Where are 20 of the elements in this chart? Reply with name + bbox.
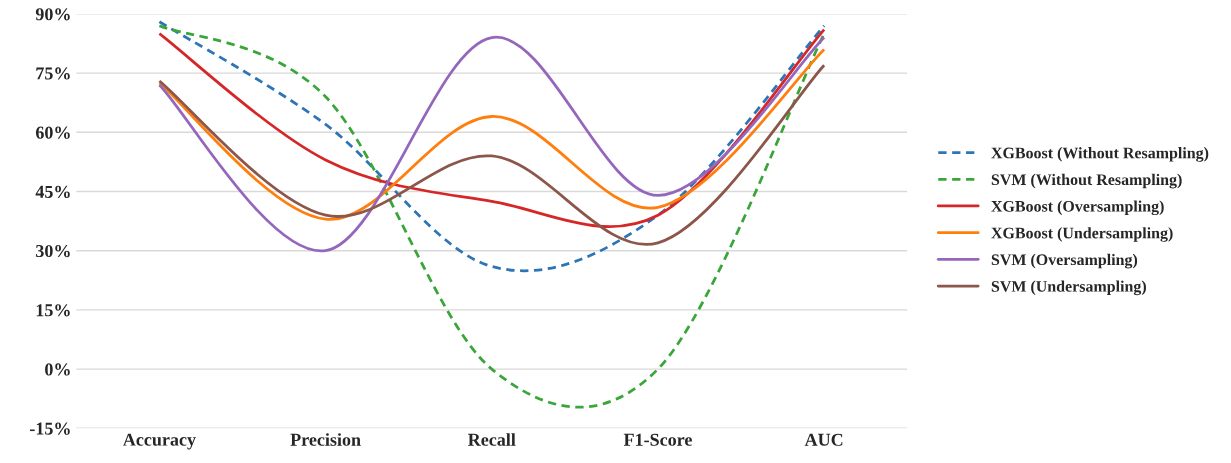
legend-label: SVM (Without Resampling) [991, 173, 1182, 189]
y-tick-label: 45% [35, 185, 70, 198]
y-tick-label: 30% [36, 244, 70, 258]
legend-label: XGBoost (Without Resampling) [991, 147, 1209, 162]
line-series [158, 63, 826, 246]
y-tick-label: 15% [36, 304, 70, 317]
legend-label: SVM (Oversampling) [991, 253, 1138, 269]
x-tick-label: Recall [468, 433, 516, 446]
y-tick-label: 75% [36, 67, 70, 80]
x-tick-label: Accuracy [122, 433, 196, 450]
legend-label: XGBoost (Oversampling) [991, 200, 1164, 216]
x-tick-label: AUC [804, 433, 843, 446]
legend-label: SVM (Undersampling) [991, 280, 1146, 296]
x-tick-label: Precision [290, 433, 361, 446]
legend-label: XGBoost (Undersampling) [991, 227, 1173, 242]
y-tick-label: 60% [35, 126, 70, 139]
x-tick-label: F1-Score [623, 433, 692, 446]
y-tick-label: 0% [45, 363, 70, 376]
y-tick-label: 90% [35, 8, 70, 21]
y-tick-label: -15% [30, 422, 70, 435]
